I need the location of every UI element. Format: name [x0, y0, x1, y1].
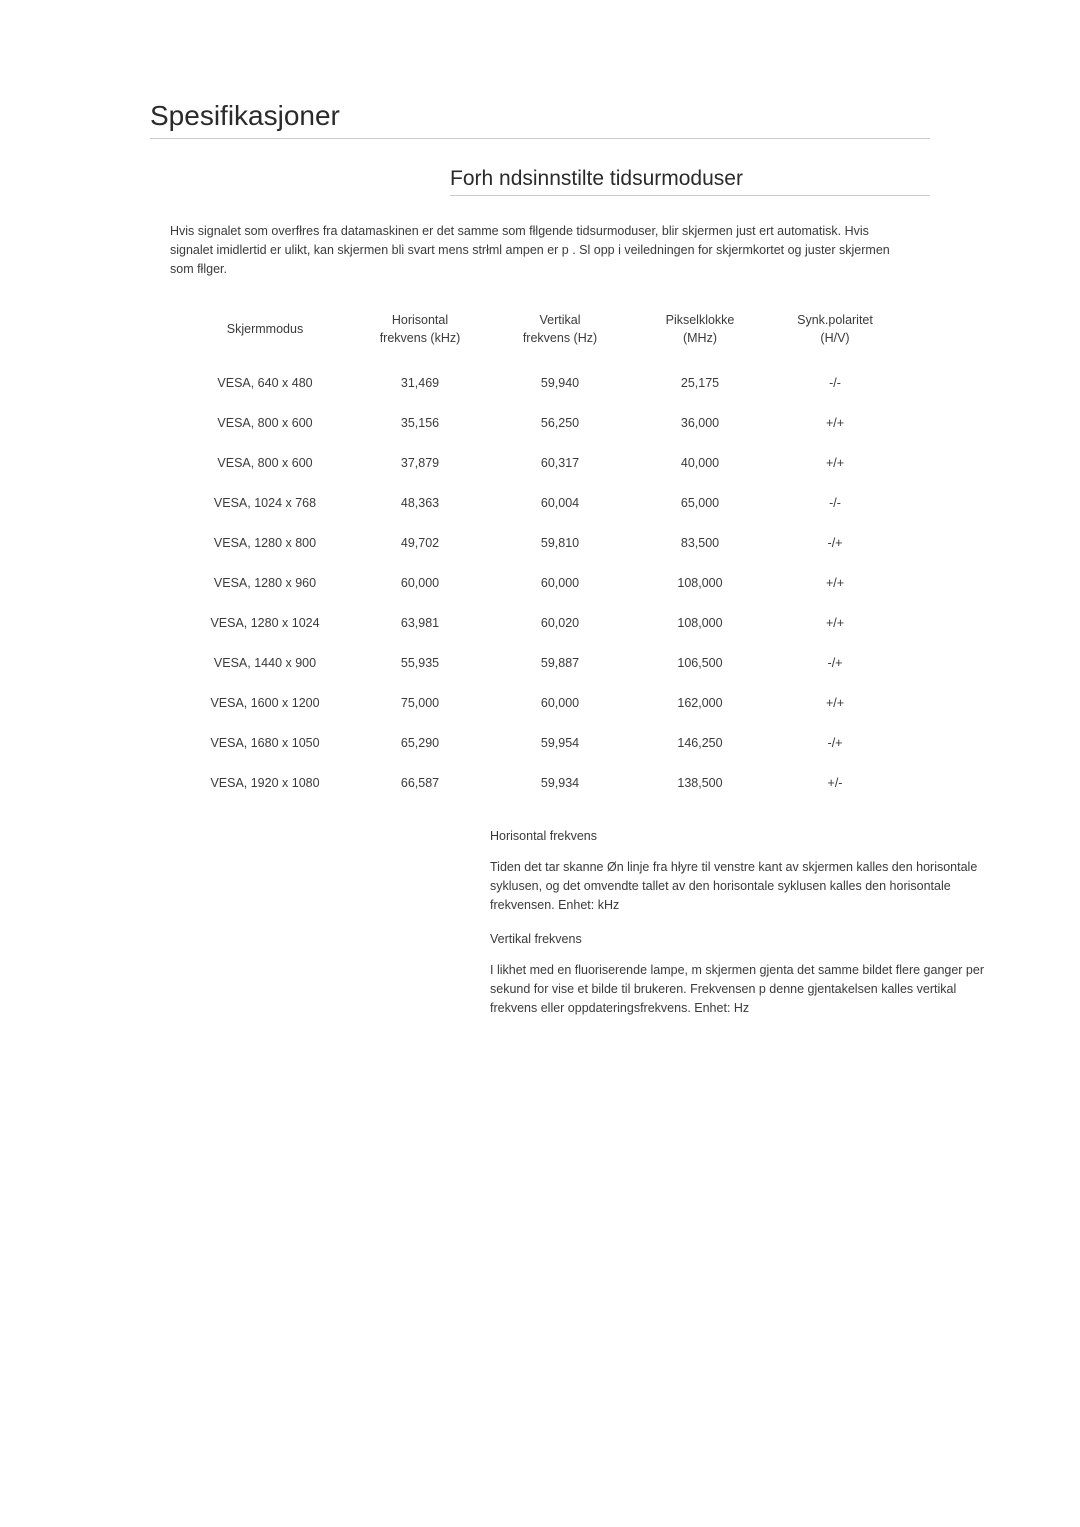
cell-pixclk: 108,000	[630, 603, 770, 643]
section-title-rule: Forh ndsinnstilte tidsurmoduser	[450, 167, 930, 196]
cell-hfreq: 49,702	[350, 523, 490, 563]
note-heading-vertical: Vertikal frekvens	[490, 930, 990, 949]
cell-pixclk: 146,250	[630, 723, 770, 763]
col-header-mode: Skjermmodus	[180, 304, 350, 363]
cell-hfreq: 35,156	[350, 403, 490, 443]
cell-vfreq: 56,250	[490, 403, 630, 443]
cell-mode: VESA, 1280 x 800	[180, 523, 350, 563]
col-header-sync: Synk.polaritet (H/V)	[770, 304, 900, 363]
cell-mode: VESA, 1680 x 1050	[180, 723, 350, 763]
cell-pixclk: 138,500	[630, 763, 770, 803]
table-row: VESA, 1280 x 1024 63,981 60,020 108,000 …	[180, 603, 900, 643]
cell-hfreq: 31,469	[350, 363, 490, 403]
cell-pixclk: 106,500	[630, 643, 770, 683]
cell-hfreq: 65,290	[350, 723, 490, 763]
cell-mode: VESA, 800 x 600	[180, 403, 350, 443]
page-title: Spesifikasjoner	[150, 100, 930, 139]
cell-mode: VESA, 1600 x 1200	[180, 683, 350, 723]
intro-paragraph: Hvis signalet som overfłres fra datamask…	[170, 222, 910, 278]
table-row: VESA, 800 x 600 35,156 56,250 36,000 +/+	[180, 403, 900, 443]
col-header-pixclk-line1: Pikselklokke	[666, 313, 735, 327]
col-header-vfreq-line1: Vertikal	[540, 313, 581, 327]
cell-sync: -/-	[770, 363, 900, 403]
cell-pixclk: 83,500	[630, 523, 770, 563]
cell-sync: +/+	[770, 443, 900, 483]
cell-sync: +/-	[770, 763, 900, 803]
cell-mode: VESA, 1280 x 960	[180, 563, 350, 603]
col-header-hfreq-line1: Horisontal	[392, 313, 448, 327]
cell-sync: -/+	[770, 643, 900, 683]
table-row: VESA, 1600 x 1200 75,000 60,000 162,000 …	[180, 683, 900, 723]
cell-hfreq: 48,363	[350, 483, 490, 523]
cell-vfreq: 60,000	[490, 683, 630, 723]
cell-vfreq: 60,317	[490, 443, 630, 483]
table-row: VESA, 1440 x 900 55,935 59,887 106,500 -…	[180, 643, 900, 683]
cell-vfreq: 59,940	[490, 363, 630, 403]
col-header-sync-line1: Synk.polaritet	[797, 313, 873, 327]
cell-pixclk: 108,000	[630, 563, 770, 603]
table-body: VESA, 640 x 480 31,469 59,940 25,175 -/-…	[180, 363, 900, 803]
col-header-hfreq-line2: frekvens (kHz)	[380, 331, 461, 345]
col-header-hfreq: Horisontal frekvens (kHz)	[350, 304, 490, 363]
cell-sync: -/+	[770, 723, 900, 763]
cell-vfreq: 60,004	[490, 483, 630, 523]
cell-vfreq: 59,887	[490, 643, 630, 683]
table-row: VESA, 640 x 480 31,469 59,940 25,175 -/-	[180, 363, 900, 403]
cell-mode: VESA, 800 x 600	[180, 443, 350, 483]
cell-hfreq: 75,000	[350, 683, 490, 723]
cell-vfreq: 59,934	[490, 763, 630, 803]
cell-vfreq: 59,954	[490, 723, 630, 763]
col-header-pixclk-line2: (MHz)	[683, 331, 717, 345]
cell-mode: VESA, 1440 x 900	[180, 643, 350, 683]
cell-pixclk: 36,000	[630, 403, 770, 443]
table-header-row: Skjermmodus Horisontal frekvens (kHz) Ve…	[180, 304, 900, 363]
cell-hfreq: 63,981	[350, 603, 490, 643]
cell-hfreq: 66,587	[350, 763, 490, 803]
cell-vfreq: 59,810	[490, 523, 630, 563]
cell-hfreq: 55,935	[350, 643, 490, 683]
table-row: VESA, 800 x 600 37,879 60,317 40,000 +/+	[180, 443, 900, 483]
cell-hfreq: 60,000	[350, 563, 490, 603]
cell-sync: +/+	[770, 603, 900, 643]
table-row: VESA, 1680 x 1050 65,290 59,954 146,250 …	[180, 723, 900, 763]
col-header-sync-line2: (H/V)	[820, 331, 849, 345]
cell-sync: -/-	[770, 483, 900, 523]
col-header-vfreq: Vertikal frekvens (Hz)	[490, 304, 630, 363]
cell-hfreq: 37,879	[350, 443, 490, 483]
note-body-horizontal: Tiden det tar skanne Øn linje fra hłyre …	[490, 858, 990, 914]
cell-sync: -/+	[770, 523, 900, 563]
cell-mode: VESA, 1280 x 1024	[180, 603, 350, 643]
col-header-pixclk: Pikselklokke (MHz)	[630, 304, 770, 363]
notes-block: Horisontal frekvens Tiden det tar skanne…	[490, 827, 990, 1017]
table-row: VESA, 1920 x 1080 66,587 59,934 138,500 …	[180, 763, 900, 803]
note-heading-horizontal: Horisontal frekvens	[490, 827, 990, 846]
col-header-vfreq-line2: frekvens (Hz)	[523, 331, 597, 345]
cell-pixclk: 162,000	[630, 683, 770, 723]
table-row: VESA, 1280 x 960 60,000 60,000 108,000 +…	[180, 563, 900, 603]
timing-modes-table: Skjermmodus Horisontal frekvens (kHz) Ve…	[180, 304, 900, 803]
cell-sync: +/+	[770, 683, 900, 723]
cell-pixclk: 40,000	[630, 443, 770, 483]
cell-sync: +/+	[770, 563, 900, 603]
cell-mode: VESA, 1920 x 1080	[180, 763, 350, 803]
section-title: Forh ndsinnstilte tidsurmoduser	[450, 167, 930, 191]
cell-mode: VESA, 640 x 480	[180, 363, 350, 403]
cell-pixclk: 25,175	[630, 363, 770, 403]
table-row: VESA, 1024 x 768 48,363 60,004 65,000 -/…	[180, 483, 900, 523]
cell-vfreq: 60,020	[490, 603, 630, 643]
table-row: VESA, 1280 x 800 49,702 59,810 83,500 -/…	[180, 523, 900, 563]
cell-pixclk: 65,000	[630, 483, 770, 523]
cell-vfreq: 60,000	[490, 563, 630, 603]
note-body-vertical: I likhet med en fluoriserende lampe, m s…	[490, 961, 990, 1017]
cell-mode: VESA, 1024 x 768	[180, 483, 350, 523]
cell-sync: +/+	[770, 403, 900, 443]
